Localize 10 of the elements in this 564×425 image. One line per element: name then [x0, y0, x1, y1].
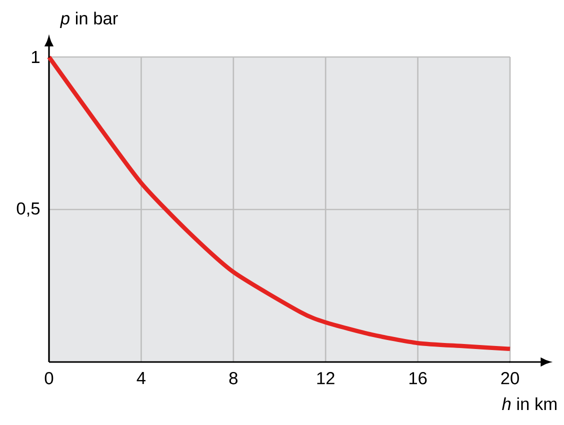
- x-tick-label: 4: [136, 372, 146, 384]
- x-axis-title: h in km: [502, 397, 556, 410]
- x-tick-label: 16: [409, 372, 427, 384]
- x-tick-label: 0: [44, 372, 54, 384]
- y-tick-label: 0,5: [16, 202, 40, 217]
- y-axis-title: p in bar: [60, 12, 118, 28]
- x-tick-label: 20: [501, 372, 519, 384]
- y-tick-label: 1: [32, 51, 40, 63]
- x-tick-label: 12: [317, 372, 334, 384]
- x-tick-label: 8: [229, 372, 238, 384]
